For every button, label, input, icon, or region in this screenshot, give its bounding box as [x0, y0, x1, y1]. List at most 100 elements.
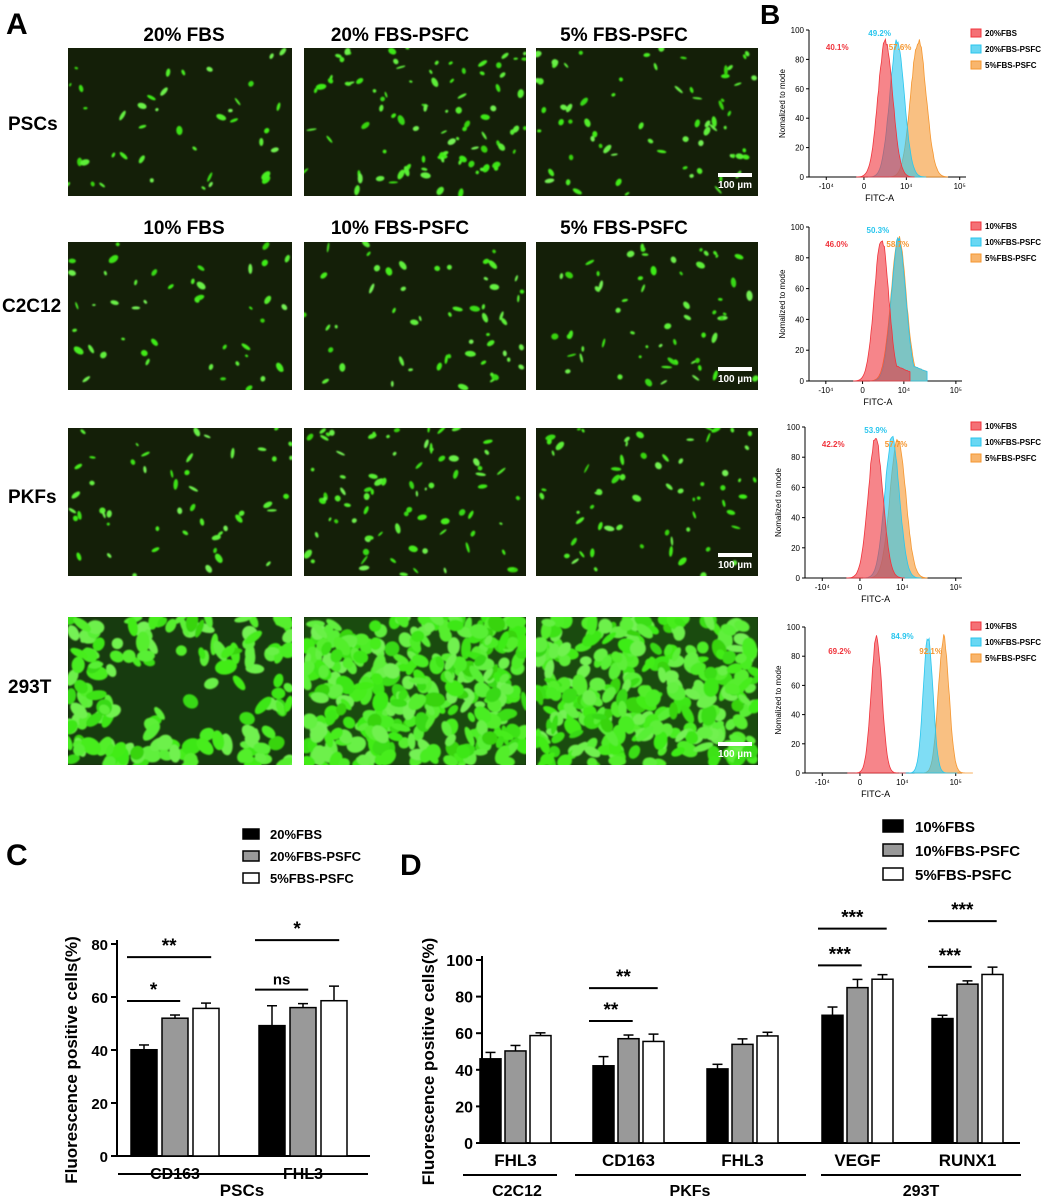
cell — [453, 753, 464, 763]
cell — [306, 433, 314, 441]
cell — [398, 356, 405, 366]
cell — [268, 735, 285, 751]
cell — [713, 250, 718, 256]
cell — [666, 681, 679, 694]
cell — [548, 168, 555, 177]
cell — [446, 264, 452, 270]
cell — [495, 735, 504, 749]
cell — [662, 454, 669, 462]
cell — [170, 469, 174, 478]
cell — [678, 458, 684, 464]
y-tick-label: 20 — [791, 544, 800, 553]
cell — [700, 572, 707, 576]
cell — [480, 360, 487, 365]
cell — [481, 312, 489, 323]
cell — [486, 332, 490, 337]
cell — [336, 450, 345, 456]
cell — [412, 126, 420, 131]
legend-swatch — [970, 621, 982, 631]
cell — [261, 725, 276, 739]
x-axis-label: FITC-A — [861, 594, 890, 604]
cell — [517, 294, 520, 303]
cell — [443, 755, 459, 765]
cell — [559, 654, 571, 667]
cell — [143, 466, 147, 474]
cell — [215, 659, 237, 675]
cell — [699, 248, 703, 252]
y-tick-label: 60 — [795, 85, 804, 94]
cell — [586, 617, 598, 635]
cell — [683, 314, 692, 321]
cell — [598, 618, 613, 634]
cell — [712, 370, 718, 381]
cell — [738, 494, 748, 499]
cell — [181, 738, 202, 755]
cell — [80, 159, 90, 166]
cell — [665, 483, 673, 490]
cell — [397, 115, 405, 126]
cell — [485, 687, 502, 703]
cell-cluster — [68, 428, 292, 576]
cell — [245, 354, 249, 358]
bar-10%FBS — [479, 1058, 502, 1144]
cell — [498, 631, 509, 651]
cell — [457, 93, 467, 99]
cell — [514, 737, 526, 754]
cell — [523, 126, 526, 131]
cell — [478, 60, 488, 67]
cell — [686, 438, 694, 442]
bar-10%FBS-PSFC — [956, 983, 979, 1144]
cell — [357, 722, 370, 731]
cell — [412, 654, 429, 668]
cell — [521, 57, 526, 61]
cell — [399, 572, 408, 576]
cell — [77, 510, 82, 520]
cell — [638, 355, 642, 359]
cell — [734, 254, 744, 260]
significance-label: *** — [829, 944, 852, 965]
cell — [471, 146, 479, 150]
cell — [71, 491, 81, 499]
cell — [523, 51, 526, 56]
cell — [372, 691, 389, 712]
cell — [363, 493, 370, 500]
cell — [539, 492, 545, 500]
cell — [538, 736, 550, 755]
cell — [444, 671, 454, 683]
cell — [681, 704, 695, 724]
cell — [477, 484, 488, 489]
cell — [322, 496, 327, 501]
cell — [330, 649, 343, 663]
cell — [678, 557, 687, 566]
cell — [582, 689, 597, 706]
cell — [367, 713, 382, 729]
cell-cluster — [68, 48, 287, 190]
cell — [408, 545, 418, 553]
cell — [732, 560, 738, 566]
cell — [440, 518, 450, 525]
cell — [484, 449, 490, 455]
cell — [289, 455, 292, 460]
cell-cluster — [551, 243, 758, 387]
cell — [712, 310, 717, 315]
percent-label: 42.2% — [822, 440, 845, 449]
cell — [76, 552, 82, 561]
micrograph-PKFs — [304, 428, 526, 576]
y-tick-label: 20 — [791, 740, 800, 749]
cell — [344, 81, 352, 86]
cell — [711, 332, 718, 343]
y-tick-label: 0 — [100, 1149, 108, 1166]
cell — [551, 732, 565, 744]
cell — [181, 69, 186, 76]
cell — [417, 514, 427, 521]
cell — [600, 655, 612, 670]
cell — [155, 526, 160, 532]
cell — [650, 266, 657, 276]
cell — [405, 48, 410, 50]
cell — [262, 242, 270, 250]
cell — [204, 677, 219, 690]
cell — [725, 683, 740, 695]
cell — [457, 383, 469, 390]
cell — [282, 628, 292, 643]
scale-bar — [718, 173, 752, 177]
